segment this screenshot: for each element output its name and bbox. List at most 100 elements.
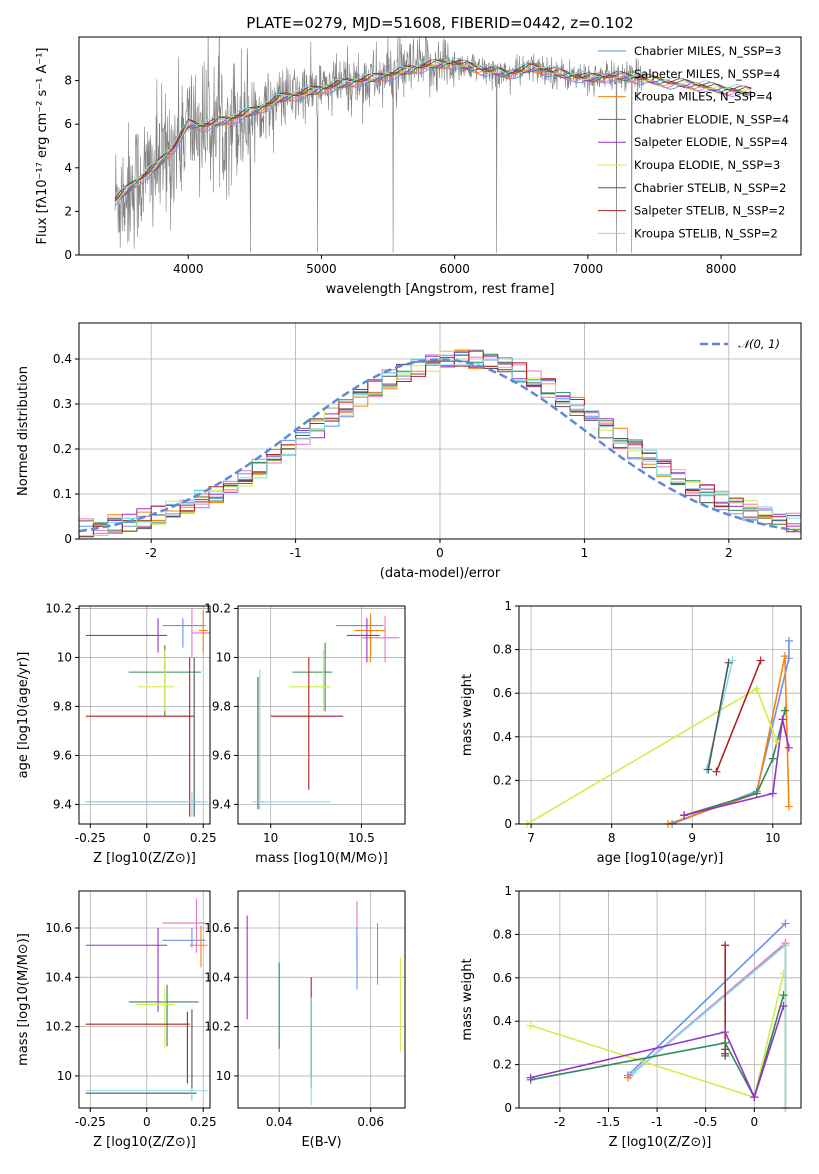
x-tick-label: 0.06 bbox=[357, 1115, 384, 1129]
legend-label: Kroupa MILES, N_SSP=4 bbox=[634, 90, 773, 104]
legend-label: Chabrier STELIB, N_SSP=2 bbox=[634, 181, 786, 195]
weight-marker-chabrier_stelib bbox=[724, 658, 733, 667]
x-tick-label: 0 bbox=[143, 1115, 151, 1129]
weight-marker-salpeter_elodie bbox=[778, 715, 787, 724]
weight-marker-salpeter_elodie bbox=[526, 1073, 535, 1082]
y-tick-label: 0 bbox=[64, 532, 72, 546]
y-tick-label: 0 bbox=[504, 1101, 512, 1115]
weight-line-salpeter_stelib bbox=[715, 660, 762, 772]
y-tick-label: 0.6 bbox=[493, 971, 512, 985]
weight-line-salpeter_elodie bbox=[530, 1005, 785, 1100]
y-tick-label: 2 bbox=[64, 204, 72, 218]
residuals-plot-area bbox=[79, 348, 801, 538]
x-tick-label: 5000 bbox=[306, 262, 337, 276]
mass-vs-EBV-frame bbox=[237, 890, 406, 1109]
y-axis-label: mass weight bbox=[460, 674, 475, 756]
weight-marker-kroupa_elodie bbox=[752, 684, 761, 693]
y-tick-label: 10.2 bbox=[204, 1020, 231, 1034]
weight-line-chabrier_miles bbox=[627, 922, 786, 1077]
x-tick-label: 10.5 bbox=[348, 831, 375, 845]
observed-spectrum-line bbox=[114, 37, 644, 253]
y-axis-label: mass [log10(M/M⊙)] bbox=[16, 933, 31, 1066]
mass-weight-vs-age-plot-area bbox=[526, 640, 790, 824]
mass-weight-vs-age-frame bbox=[518, 605, 802, 825]
x-axis-label: age [log10(age/yr)] bbox=[597, 851, 724, 866]
x-axis-label: wavelength [Angstrom, rest frame] bbox=[326, 282, 555, 297]
weight-marker-chabrier_elodie bbox=[768, 754, 777, 763]
x-tick-label: 0 bbox=[143, 831, 151, 845]
normal-distribution-curve bbox=[79, 358, 799, 533]
x-tick-label: 7 bbox=[527, 831, 535, 845]
y-tick-label: 10 bbox=[57, 1069, 72, 1083]
mass-weight-vs-Z-plot-area bbox=[530, 922, 787, 1108]
x-axis-label: (data-model)/error bbox=[380, 566, 501, 581]
weight-marker-kroupa_stelib bbox=[728, 656, 737, 665]
x-tick-label: 9 bbox=[688, 831, 696, 845]
weight-marker-chabrier_miles bbox=[781, 919, 790, 928]
x-tick-label: -2 bbox=[145, 546, 157, 560]
mass-vs-EBV-panel: 0.04 0.06 10 10.2 10.4 10.6 E(B-V) bbox=[204, 890, 406, 1150]
x-axis-label: E(B-V) bbox=[301, 1135, 341, 1150]
mass-weight-vs-Z-panel: -2 -1.5 -1 -0.5 0 0 0.2 0.4 0.6 0.8 1 Z [log10(Z/Z⊙… bbox=[460, 884, 802, 1150]
y-tick-label: 10.2 bbox=[204, 601, 231, 615]
x-axis-label: Z [log10(Z/Z⊙)] bbox=[609, 1135, 712, 1150]
weight-marker-salpeter_elodie bbox=[680, 811, 689, 820]
y-tick-label: 9.6 bbox=[212, 748, 231, 762]
y-tick-label: 8 bbox=[64, 74, 72, 88]
x-tick-label: 8 bbox=[608, 831, 616, 845]
weight-marker-chabrier_elodie bbox=[780, 706, 789, 715]
y-tick-label: 1 bbox=[504, 599, 512, 613]
y-tick-label: 0 bbox=[64, 248, 72, 262]
mass-vs-EBV-plot-area bbox=[246, 900, 401, 1106]
weight-marker-salpeter_elodie bbox=[779, 1002, 788, 1011]
age-vs-mass-frame bbox=[237, 605, 406, 825]
y-axis-label: Normed distribution bbox=[16, 366, 31, 496]
y-axis-label: mass weight bbox=[460, 958, 475, 1040]
weight-line-chabrier_stelib bbox=[707, 662, 730, 770]
y-axis-label: Flux [fλ10⁻¹⁷ erg cm⁻² s⁻¹ A⁻¹] bbox=[35, 48, 50, 245]
y-tick-label: 0.4 bbox=[493, 730, 512, 744]
legend-label: Kroupa STELIB, N_SSP=2 bbox=[634, 226, 778, 240]
weight-marker-kroupa_stelib bbox=[781, 941, 790, 950]
x-tick-label: 2 bbox=[725, 546, 733, 560]
y-tick-label: 10 bbox=[216, 1069, 231, 1083]
weight-line-chabrier_elodie bbox=[683, 710, 786, 817]
spectrum-frame bbox=[78, 36, 802, 256]
spectrum-legend: Chabrier MILES, N_SSP=3 Salpeter MILES, N… bbox=[598, 44, 789, 240]
y-tick-label: 0.8 bbox=[493, 643, 512, 657]
weight-marker-chabrier_miles bbox=[784, 654, 793, 663]
y-tick-label: 10.2 bbox=[45, 1020, 72, 1034]
mass-vs-Z-panel: -0.25 0 0.25 10 10.2 10.4 10.6 Z [log10(Z/Z⊙)] m… bbox=[16, 890, 217, 1150]
x-tick-label: 8000 bbox=[706, 262, 737, 276]
weight-marker-chabrier_stelib bbox=[721, 1045, 730, 1054]
figure-title: PLATE=0279, MJD=51608, FIBERID=0442, z=0… bbox=[246, 14, 633, 32]
mass-weight-vs-age-panel: 7 8 9 10 0 0.2 0.4 0.6 0.8 1 age [log10(age/yr)] ma… bbox=[460, 599, 802, 866]
x-tick-label: 4000 bbox=[173, 262, 204, 276]
age-vs-Z-plot-area bbox=[85, 608, 210, 817]
weight-marker-salpeter_elodie bbox=[721, 1028, 730, 1037]
y-tick-label: 10.6 bbox=[45, 921, 72, 935]
model-spectrum-kroupa_stelib bbox=[114, 57, 752, 196]
legend-label: Chabrier ELODIE, N_SSP=4 bbox=[634, 112, 789, 126]
legend-label: Salpeter ELODIE, N_SSP=4 bbox=[634, 135, 788, 149]
age-vs-mass-panel: 10 10.5 9.4 9.6 9.8 10 10.2 mass [log10(M/M⊙)] bbox=[204, 601, 406, 866]
mass-vs-Z-grid bbox=[79, 891, 210, 1108]
weight-marker-kroupa_elodie bbox=[772, 737, 781, 746]
x-tick-label: 10 bbox=[263, 831, 278, 845]
x-tick-label: 1 bbox=[581, 546, 589, 560]
x-axis-label: Z [log10(Z/Z⊙)] bbox=[93, 851, 196, 866]
age-vs-Z-frame bbox=[78, 605, 211, 825]
weight-marker-chabrier_elodie bbox=[779, 991, 788, 1000]
y-tick-label: 10.4 bbox=[204, 970, 231, 984]
legend-label: 𝒩(0, 1) bbox=[738, 337, 780, 351]
mass-weight-vs-Z-frame bbox=[518, 890, 802, 1109]
x-tick-label: 7000 bbox=[573, 262, 604, 276]
mass-vs-Z-frame bbox=[78, 890, 211, 1109]
weight-line-kroupa_stelib bbox=[705, 660, 734, 770]
spectrum-panel: 4000 5000 6000 7000 8000 0 2 4 6 8 wavelength [Ang… bbox=[35, 36, 802, 297]
weight-marker-chabrier_stelib bbox=[704, 765, 713, 774]
weight-marker-kroupa_stelib bbox=[628, 1069, 637, 1078]
y-tick-label: 9.6 bbox=[53, 748, 72, 762]
